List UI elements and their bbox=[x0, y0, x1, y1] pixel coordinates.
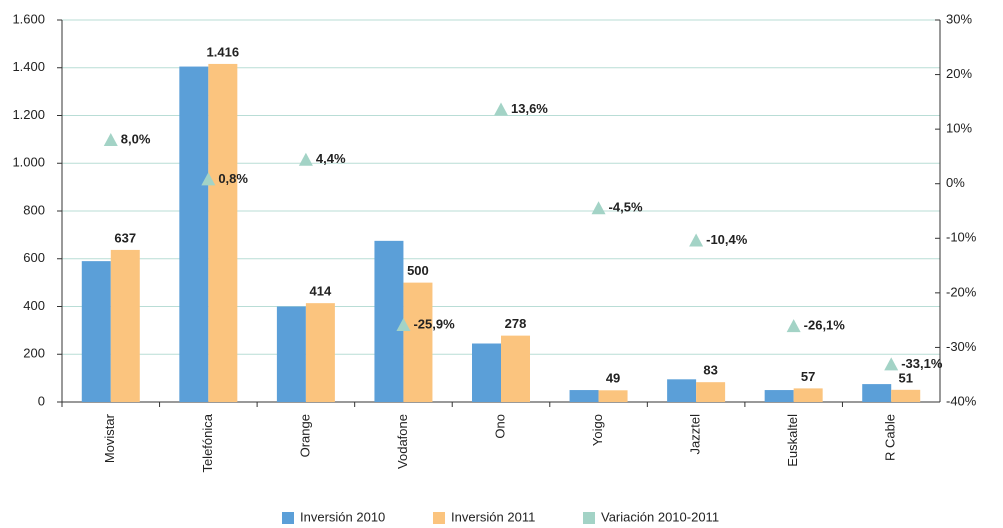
x-tick-label: Euskaltel bbox=[785, 414, 800, 467]
bar bbox=[569, 390, 599, 402]
data-label: 57 bbox=[801, 369, 815, 384]
y-tick-label: 200 bbox=[23, 346, 45, 361]
bar bbox=[179, 66, 209, 403]
bar bbox=[208, 63, 238, 403]
y-tick-label: 1.400 bbox=[12, 59, 45, 74]
marker bbox=[396, 318, 411, 332]
bar bbox=[472, 343, 501, 402]
marker bbox=[103, 133, 118, 147]
data-label: -4,5% bbox=[609, 200, 643, 215]
bar bbox=[276, 306, 306, 402]
marker bbox=[298, 152, 313, 166]
y-tick-label: 600 bbox=[23, 250, 45, 265]
y2-tick-label: 10% bbox=[946, 121, 972, 136]
marker bbox=[494, 102, 508, 116]
x-tick-label: Orange bbox=[297, 414, 312, 457]
data-label: 51 bbox=[898, 370, 912, 385]
data-label: 8,0% bbox=[121, 131, 151, 146]
bar bbox=[793, 388, 823, 402]
legend-label: Variación 2010-2011 bbox=[601, 509, 719, 524]
bar bbox=[891, 389, 921, 402]
data-label: 278 bbox=[505, 316, 527, 331]
x-tick-label: R Cable bbox=[883, 414, 898, 461]
data-label: 500 bbox=[407, 263, 429, 278]
legend-swatch bbox=[282, 512, 294, 524]
data-label: -10,4% bbox=[706, 232, 748, 247]
legend-label: Inversión 2011 bbox=[451, 509, 535, 524]
x-tick-label: Vodafone bbox=[395, 414, 410, 469]
data-label: 83 bbox=[703, 363, 717, 378]
y-tick-label: 800 bbox=[23, 202, 45, 217]
y2-tick-label: -40% bbox=[946, 393, 977, 408]
y2-tick-label: -30% bbox=[946, 339, 977, 354]
y2-tick-label: -10% bbox=[946, 230, 977, 245]
y2-tick-label: 30% bbox=[946, 11, 972, 26]
x-tick-label: Telefónica bbox=[200, 413, 215, 472]
bar bbox=[667, 379, 697, 402]
marker bbox=[689, 233, 704, 247]
data-label: 49 bbox=[606, 371, 620, 386]
marker bbox=[786, 319, 801, 333]
data-label: 1.416 bbox=[207, 44, 240, 59]
bar bbox=[862, 384, 892, 402]
bar bbox=[598, 390, 628, 402]
bar bbox=[110, 249, 140, 402]
bar bbox=[501, 335, 530, 402]
y-tick-label: 0 bbox=[38, 393, 45, 408]
data-label: 414 bbox=[310, 284, 332, 299]
legend-label: Inversión 2010 bbox=[300, 509, 385, 524]
y-tick-label: 1.200 bbox=[12, 107, 45, 122]
bar bbox=[305, 303, 335, 402]
y2-tick-label: 20% bbox=[946, 66, 972, 81]
x-tick-label: Yoigo bbox=[590, 414, 605, 446]
x-tick-label: Ono bbox=[492, 414, 507, 439]
y-tick-label: 1.000 bbox=[12, 155, 45, 170]
y-tick-label: 1.600 bbox=[12, 11, 45, 26]
legend-swatch bbox=[433, 512, 445, 524]
data-label: 0,8% bbox=[218, 171, 248, 186]
bar bbox=[696, 382, 726, 402]
y2-tick-label: 0% bbox=[946, 175, 965, 190]
marker bbox=[884, 357, 899, 371]
bar bbox=[764, 390, 794, 402]
marker bbox=[201, 172, 216, 186]
data-label: -33,1% bbox=[901, 356, 943, 371]
data-label: 637 bbox=[114, 230, 136, 245]
x-tick-label: Jazztel bbox=[688, 414, 703, 455]
y-tick-label: 400 bbox=[23, 298, 45, 313]
data-label: 4,4% bbox=[316, 151, 346, 166]
bar bbox=[403, 282, 433, 402]
y2-tick-label: -20% bbox=[946, 284, 977, 299]
bar bbox=[81, 261, 111, 402]
data-label: 13,6% bbox=[511, 101, 548, 116]
marker bbox=[591, 201, 606, 215]
bar bbox=[374, 240, 404, 402]
x-tick-label: Movistar bbox=[102, 413, 117, 463]
legend-swatch bbox=[583, 512, 595, 524]
data-label: -26,1% bbox=[804, 318, 846, 333]
data-label: -25,9% bbox=[413, 316, 455, 331]
